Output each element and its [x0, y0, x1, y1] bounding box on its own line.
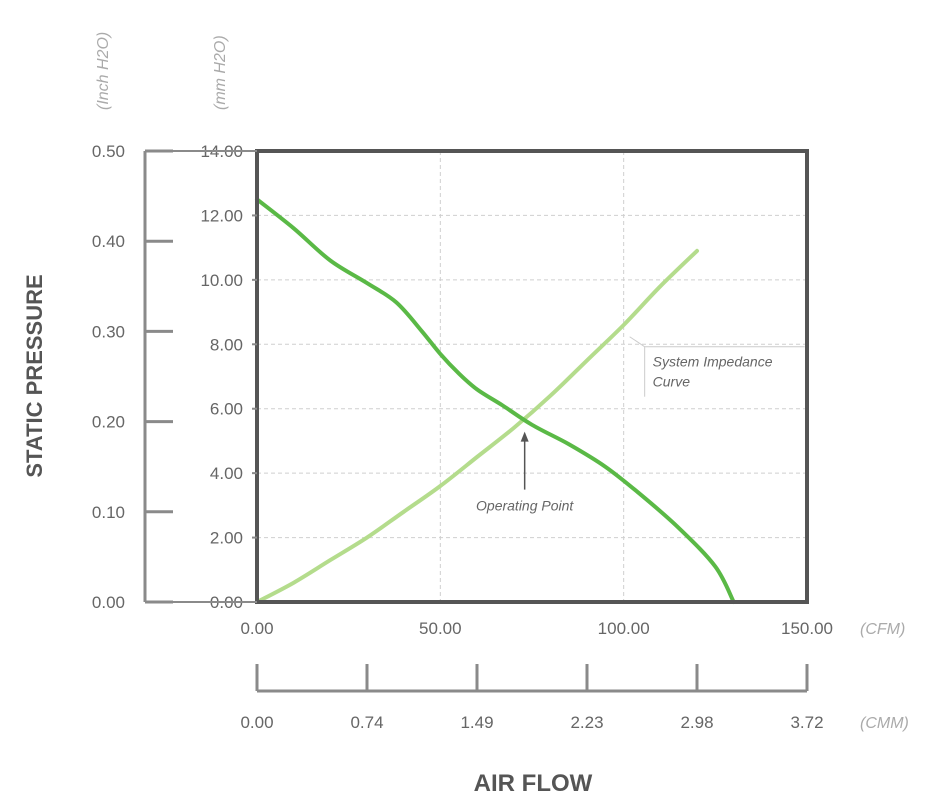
performance-curve-line [255, 197, 736, 604]
y2-tick-label: 0.30 [92, 322, 125, 341]
plot-frame [255, 149, 809, 604]
operating-point-label: Operating Point [476, 498, 574, 514]
annotations: System Impedance Curve Operating Point [476, 336, 805, 514]
x2-unit-label: (CMM) [860, 715, 909, 732]
x-unit-label: (CFM) [860, 621, 905, 638]
impedance-curve-label-line: System Impedance [653, 354, 773, 370]
x-tick-label: 100.00 [598, 619, 650, 638]
y-tick-label: 6.00 [210, 400, 243, 419]
x2-tick-label: 3.72 [790, 713, 823, 732]
impedance-curve-label: System Impedance Curve [653, 354, 773, 390]
system-impedance-curve-line [255, 248, 699, 604]
impedance-curve-label-line: Curve [653, 374, 691, 390]
y-tick-label: 4.00 [210, 464, 243, 483]
y2-unit-label: (Inch H2O) [95, 32, 112, 110]
series-layer [255, 197, 736, 604]
y2-tick-label: 0.10 [92, 503, 125, 522]
x2-tick-label: 1.49 [460, 713, 493, 732]
x-axis-title: AIR FLOW [474, 770, 593, 797]
y2-tick-label: 0.00 [92, 593, 125, 612]
y-tick-label: 12.00 [200, 206, 243, 225]
x2-tick-label: 0.74 [350, 713, 383, 732]
x2-tick-label: 2.23 [570, 713, 603, 732]
x-tick-label: 50.00 [419, 619, 462, 638]
x-tick-label: 150.00 [781, 619, 833, 638]
y-unit-label: (mm H2O) [212, 35, 229, 110]
y-tick-label: 2.00 [210, 529, 243, 548]
y2-tick-label: 0.50 [92, 142, 125, 161]
y-tick-label: 10.00 [200, 271, 243, 290]
grid-lines [257, 151, 807, 602]
y-axis-title: STATIC PRESSURE [22, 274, 47, 477]
operating-point-arrow-head [520, 431, 529, 442]
x2-tick-label: 0.00 [240, 713, 273, 732]
x2-tick-label: 2.98 [680, 713, 713, 732]
x-tick-label: 0.00 [240, 619, 273, 638]
y-tick-label: 8.00 [210, 335, 243, 354]
y2-tick-label: 0.40 [92, 232, 125, 251]
impedance-callout-line [629, 336, 805, 348]
y2-tick-label: 0.20 [92, 413, 125, 432]
